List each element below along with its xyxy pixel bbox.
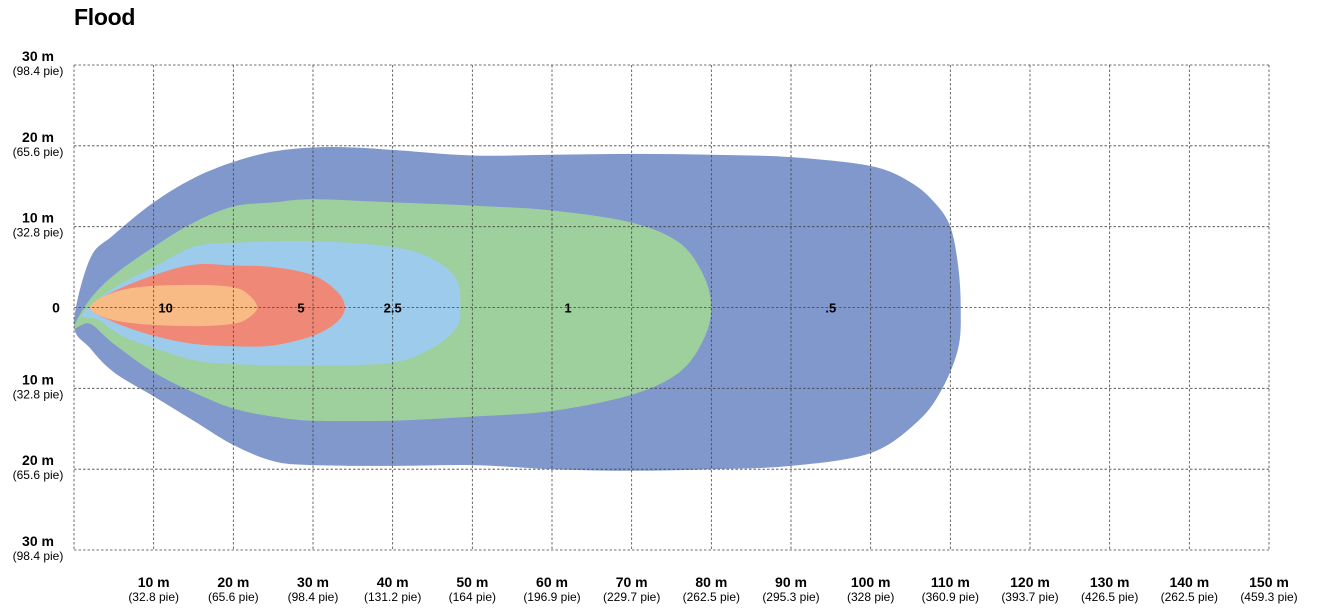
- x-tick-label: 70 m: [616, 574, 648, 590]
- x-tick-sublabel: (98.4 pie): [288, 590, 339, 604]
- lux-label-10: 10: [158, 301, 172, 316]
- y-tick-sublabel: (32.8 pie): [13, 387, 64, 401]
- grid: [73, 64, 1270, 551]
- x-tick-sublabel: (262.5 pie): [683, 590, 740, 604]
- x-tick-label: 20 m: [217, 574, 249, 590]
- x-tick-sublabel: (32.8 pie): [128, 590, 179, 604]
- x-tick-label: 60 m: [536, 574, 568, 590]
- x-tick-label: 110 m: [931, 574, 970, 590]
- x-tick-label: 30 m: [297, 574, 329, 590]
- x-tick-label: 90 m: [775, 574, 807, 590]
- x-axis: 10 m(32.8 pie) 20 m(65.6 pie) 30 m(98.4 pi…: [128, 574, 1297, 604]
- lux-label-p5: .5: [825, 301, 836, 316]
- lux-label-2p5: 2.5: [384, 301, 402, 316]
- x-tick-label: 120 m: [1010, 574, 1050, 590]
- x-tick-label: 50 m: [456, 574, 488, 590]
- x-tick-sublabel: (360.9 pie): [922, 590, 979, 604]
- x-tick-label: 140 m: [1169, 574, 1209, 590]
- x-tick-sublabel: (131.2 pie): [364, 590, 421, 604]
- x-tick-sublabel: (393.7 pie): [1001, 590, 1058, 604]
- y-tick-label: 30 m: [22, 533, 54, 549]
- x-tick-sublabel: (164 pie): [449, 590, 496, 604]
- x-tick-label: 100 m: [851, 574, 891, 590]
- y-tick-label: 0: [52, 300, 60, 316]
- y-tick-label: 10 m: [22, 371, 54, 387]
- y-tick-sublabel: (98.4 pie): [13, 64, 64, 78]
- lux-labels: .5 1 2.5 5 10: [158, 301, 836, 316]
- y-tick-sublabel: (32.8 pie): [13, 226, 64, 240]
- x-tick-label: 150 m: [1249, 574, 1289, 590]
- y-tick-label: 10 m: [22, 210, 54, 226]
- y-tick-label: 20 m: [22, 129, 54, 145]
- x-tick-label: 10 m: [138, 574, 170, 590]
- x-tick-sublabel: (459.3 pie): [1240, 590, 1297, 604]
- x-tick-label: 40 m: [377, 574, 409, 590]
- page-title: Flood: [74, 4, 136, 30]
- y-tick-label: 30 m: [22, 48, 54, 64]
- y-tick-sublabel: (98.4 pie): [13, 549, 64, 563]
- x-tick-sublabel: (426.5 pie): [1081, 590, 1138, 604]
- x-tick-sublabel: (328 pie): [847, 590, 894, 604]
- x-tick-sublabel: (295.3 pie): [762, 590, 819, 604]
- y-tick-sublabel: (65.6 pie): [13, 145, 64, 159]
- x-tick-sublabel: (229.7 pie): [603, 590, 660, 604]
- x-tick-label: 80 m: [695, 574, 727, 590]
- lux-label-5: 5: [297, 301, 304, 316]
- y-tick-label: 20 m: [22, 452, 54, 468]
- x-tick-sublabel: (196.9 pie): [523, 590, 580, 604]
- x-tick-sublabel: (65.6 pie): [208, 590, 259, 604]
- x-tick-sublabel: (262.5 pie): [1161, 590, 1218, 604]
- lux-zone-10: [89, 284, 258, 327]
- y-tick-sublabel: (65.6 pie): [13, 468, 64, 482]
- x-tick-label: 130 m: [1090, 574, 1130, 590]
- y-axis: 30 m(98.4 pie)20 m(65.6 pie)10 m(32.8 pi…: [13, 48, 64, 563]
- lux-label-1: 1: [564, 301, 571, 316]
